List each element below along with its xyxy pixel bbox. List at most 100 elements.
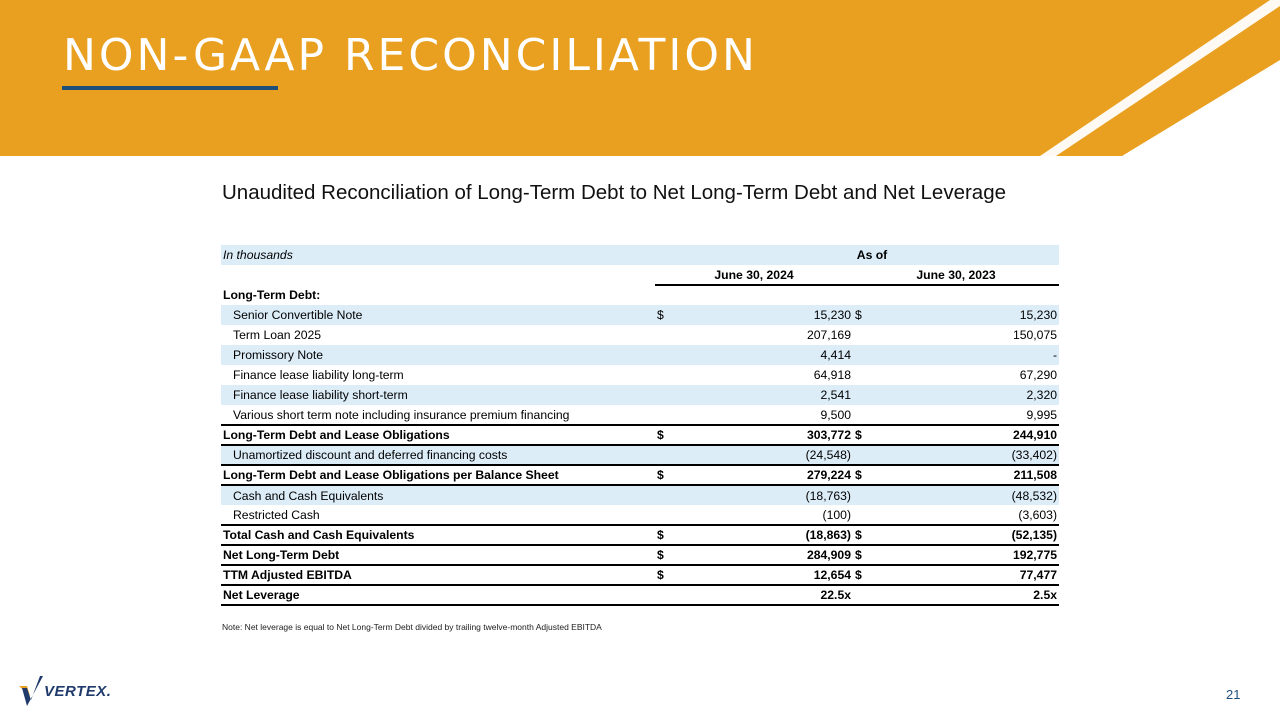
table-row: Promissory Note 4,414 - <box>221 345 1060 365</box>
row-value-2023: (3,603) <box>1018 507 1058 522</box>
header-banner: NON-GAAP RECONCILIATION <box>0 0 1280 156</box>
table-row: TTM Adjusted EBITDA $12,654 $77,477 <box>221 564 1060 585</box>
row-value-2023: (33,402) <box>883 444 1060 465</box>
row-label: Net Long-Term Debt <box>221 544 655 565</box>
row-label: Promissory Note <box>221 345 655 365</box>
row-currency-2023 <box>853 484 883 505</box>
table-body: Senior Convertible Note $15,230 $15,230 Ter… <box>221 305 1060 606</box>
table-row: Finance lease liability short-term 2,541 2… <box>221 385 1060 405</box>
row-label: Finance lease liability short-term <box>221 385 655 405</box>
as-of-label: As of <box>685 245 1060 265</box>
row-currency-2024: $ <box>655 524 685 545</box>
row-value-2023: 150,075 <box>1012 328 1058 342</box>
row-value-2024: 2,541 <box>685 385 853 405</box>
table-row: Unamortized discount and deferred financ… <box>221 444 1060 465</box>
row-value-2023: 192,775 <box>883 544 1060 565</box>
row-value-2023: 15,230 <box>883 305 1060 325</box>
row-value-2024: 12,654 <box>685 564 853 585</box>
row-label: Various short term note including insura… <box>233 407 570 422</box>
row-currency-2023 <box>853 505 883 525</box>
row-currency-2024 <box>655 444 685 465</box>
row-currency-2023 <box>853 345 883 365</box>
row-value-2024: 15,230 <box>685 305 853 325</box>
row-currency-2024: $ <box>655 305 685 325</box>
row-value-2023: (48,532) <box>883 484 1060 505</box>
row-value-2024: (18,763) <box>685 484 853 505</box>
row-currency-2024 <box>655 385 685 405</box>
row-value-2023: - <box>883 345 1060 365</box>
row-currency-2024: $ <box>655 564 685 585</box>
table-row: Net Leverage 22.5x 2.5x <box>221 584 1060 606</box>
row-label: TTM Adjusted EBITDA <box>221 564 655 585</box>
row-value-2024: 9,500 <box>820 407 852 422</box>
row-value-2024: 4,414 <box>685 345 853 365</box>
row-currency-2024 <box>655 505 685 525</box>
section-row: Long-Term Debt: <box>221 285 1059 305</box>
header-background <box>0 0 1280 156</box>
page-title: NON-GAAP RECONCILIATION <box>63 30 758 81</box>
table-row: Term Loan 2025 207,169 150,075 <box>221 325 1059 345</box>
row-currency-2023: $ <box>853 464 883 485</box>
row-currency-2024: $ <box>655 464 685 485</box>
row-value-2024: 64,918 <box>813 368 851 382</box>
row-value-2024: (18,863) <box>685 524 853 545</box>
row-value-2023: 9,995 <box>1026 407 1058 422</box>
row-value-2023: 211,508 <box>883 464 1060 485</box>
row-label: Long-Term Debt and Lease Obligations <box>221 424 655 445</box>
row-currency-2024 <box>655 325 685 345</box>
row-label: Restricted Cash <box>233 507 320 522</box>
row-value-2024: (24,548) <box>685 444 853 465</box>
row-currency-2023 <box>853 385 883 405</box>
row-label: Senior Convertible Note <box>221 305 655 325</box>
row-value-2024: 303,772 <box>685 424 853 445</box>
row-value-2023: 244,910 <box>883 424 1060 445</box>
row-currency-2024 <box>655 365 685 385</box>
row-currency-2023: $ <box>853 424 883 445</box>
row-value-2024: 279,224 <box>685 464 853 485</box>
vertex-logo: VERTEX. <box>18 674 128 708</box>
row-currency-2024 <box>655 405 685 425</box>
table-row: Cash and Cash Equivalents (18,763) (48,532… <box>221 484 1060 505</box>
vertex-logo-mark-icon <box>19 676 43 706</box>
table-row: Long-Term Debt and Lease Obligations $303… <box>221 424 1060 445</box>
row-value-2023: 67,290 <box>1019 368 1058 382</box>
page-number: 21 <box>1226 687 1241 702</box>
row-value-2023: (52,135) <box>883 524 1060 545</box>
row-value-2023: 2,320 <box>883 385 1060 405</box>
row-currency-2024 <box>655 484 685 505</box>
row-currency-2023 <box>853 405 883 425</box>
row-value-2024: 207,169 <box>806 328 851 342</box>
table-row: Finance lease liability long-term 64,918 6… <box>221 365 1059 385</box>
reconciliation-table: In thousands As of June 30, 2024 June 30… <box>221 245 1060 606</box>
date-header-row: June 30, 2024 June 30, 2023 <box>221 265 1060 286</box>
row-currency-2023 <box>853 365 883 385</box>
unit-label: In thousands <box>221 245 655 265</box>
row-currency-2023 <box>853 444 883 465</box>
row-currency-2023: $ <box>853 524 883 545</box>
row-currency-2024: $ <box>655 424 685 445</box>
row-label: Net Leverage <box>221 584 655 606</box>
vertex-logo-text: VERTEX. <box>44 683 112 700</box>
table-row: Net Long-Term Debt $284,909 $192,775 <box>221 544 1060 565</box>
row-currency-2023: $ <box>853 564 883 585</box>
row-currency-2023 <box>853 584 883 606</box>
table-subtitle: Unaudited Reconciliation of Long-Term De… <box>222 181 1006 204</box>
row-value-2024: 22.5x <box>685 584 853 606</box>
row-label: Unamortized discount and deferred financ… <box>221 444 655 465</box>
row-value-2024: (100) <box>822 507 851 522</box>
row-currency-2024 <box>655 345 685 365</box>
row-currency-2024: $ <box>655 544 685 565</box>
table-row: Long-Term Debt and Lease Obligations per… <box>221 464 1060 485</box>
section-label: Long-Term Debt: <box>223 288 321 302</box>
row-currency-2023: $ <box>853 305 883 325</box>
col-header-2023: June 30, 2023 <box>853 265 1060 286</box>
footnote: Note: Net leverage is equal to Net Long-… <box>222 622 602 632</box>
row-label: Term Loan 2025 <box>233 328 322 342</box>
row-currency-2023: $ <box>853 544 883 565</box>
table-header-row: In thousands As of <box>221 245 1060 265</box>
table-row: Senior Convertible Note $15,230 $15,230 <box>221 305 1060 325</box>
row-currency-2024 <box>655 584 685 606</box>
row-label: Finance lease liability long-term <box>233 368 404 382</box>
title-underline <box>62 86 278 90</box>
row-value-2024: 284,909 <box>685 544 853 565</box>
